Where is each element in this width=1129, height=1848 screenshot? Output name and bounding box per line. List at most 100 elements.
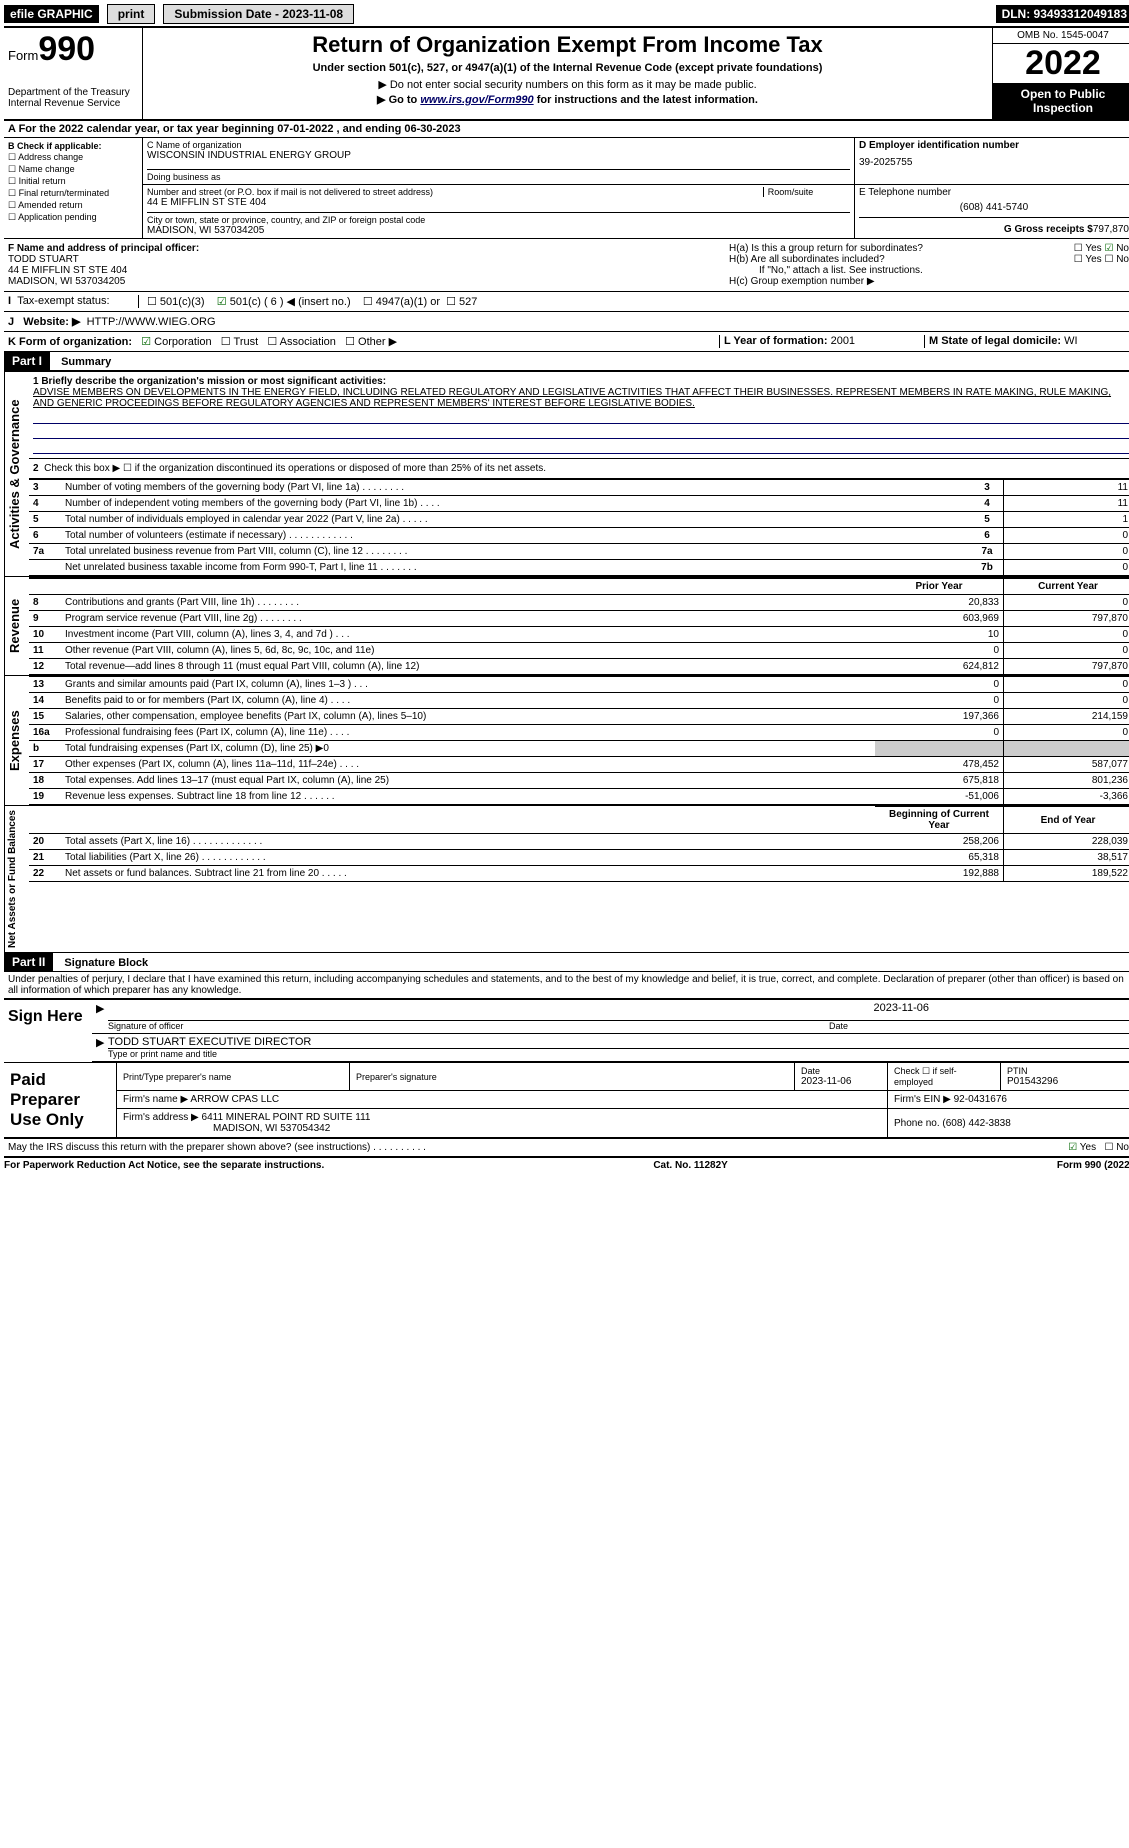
submission-date-button[interactable]: Submission Date - 2023-11-08: [163, 4, 354, 24]
row-desc: Number of voting members of the governin…: [61, 480, 971, 496]
f-addr1: 44 E MIFFLIN ST STE 404: [8, 265, 721, 276]
row-desc: Program service revenue (Part VIII, line…: [61, 611, 875, 627]
footer: For Paperwork Reduction Act Notice, see …: [4, 1160, 1129, 1171]
paid-title: Paid Preparer Use Only: [4, 1063, 117, 1138]
chk-application-pending[interactable]: Application pending: [8, 212, 138, 223]
row-desc: Salaries, other compensation, employee b…: [61, 709, 875, 725]
row-curr: 0: [1004, 627, 1129, 643]
chk-name-change[interactable]: Name change: [8, 164, 138, 175]
paid-addr: 6411 MINERAL POINT RD SUITE 111: [202, 1112, 371, 1123]
side-label-gov: Activities & Governance: [4, 372, 29, 576]
ha-yes-chk[interactable]: [1074, 243, 1086, 254]
c-street-block: Number and street (or P.O. box if mail i…: [143, 185, 854, 238]
row-prior: 624,812: [875, 659, 1004, 675]
form-title: Return of Organization Exempt From Incom…: [147, 32, 988, 58]
ha-no-chk[interactable]: [1104, 243, 1116, 254]
m-lbl: M State of legal domicile:: [929, 335, 1061, 347]
c-street-lbl: Number and street (or P.O. box if mail i…: [147, 187, 760, 197]
irs-link[interactable]: www.irs.gov/Form990: [420, 94, 533, 106]
discuss-no: No: [1116, 1142, 1129, 1153]
form-header-left: Form990 Department of the Treasury Inter…: [4, 28, 143, 119]
col-f: F Name and address of principal officer:…: [4, 239, 725, 291]
row-curr: -3,366: [1004, 789, 1129, 805]
chk-final-return[interactable]: Final return/terminated: [8, 188, 138, 199]
row-desc: Total expenses. Add lines 13–17 (must eq…: [61, 773, 875, 789]
row-prior: 197,366: [875, 709, 1004, 725]
row-desc: Grants and similar amounts paid (Part IX…: [61, 677, 875, 693]
hb-yes-chk[interactable]: [1074, 254, 1086, 265]
form-header: Form990 Department of the Treasury Inter…: [4, 26, 1129, 121]
footer-mid: Cat. No. 11282Y: [653, 1160, 727, 1171]
row-box: 5: [971, 512, 1004, 528]
row-desc: Number of independent voting members of …: [61, 496, 971, 512]
row-desc: Net unrelated business taxable income fr…: [61, 560, 971, 576]
c-city-val: MADISON, WI 537034205: [147, 225, 850, 236]
k-opt2: Association: [280, 336, 336, 348]
ha-yes: Yes: [1085, 243, 1101, 254]
part-ii-subtitle: Signature Block: [64, 957, 148, 969]
row-val: 0: [1004, 528, 1129, 544]
row-num: 4: [29, 496, 61, 512]
e-lbl: E Telephone number: [859, 187, 1129, 198]
row-val: 0: [1004, 544, 1129, 560]
k-other-chk[interactable]: [345, 336, 358, 348]
i-501c-chk[interactable]: [217, 296, 230, 308]
note2-post: for instructions and the latest informat…: [534, 94, 758, 106]
k-assoc-chk[interactable]: [267, 336, 279, 348]
irs-label: Internal Revenue Service: [8, 98, 138, 109]
part-ii-label: Part II: [4, 953, 53, 971]
paid-ptin: P01543296: [1007, 1076, 1127, 1087]
k-trust-chk[interactable]: [221, 336, 234, 348]
rev-table: Prior Year Current Year 8 Contributions …: [29, 577, 1129, 675]
row-desc: Contributions and grants (Part VIII, lin…: [61, 595, 875, 611]
row-num: 22: [29, 866, 61, 882]
hb-yes: Yes: [1085, 254, 1101, 265]
form-note-1: ▶ Do not enter social security numbers o…: [147, 78, 988, 91]
side-label-exp: Expenses: [4, 676, 29, 805]
row-desc: Investment income (Part VIII, column (A)…: [61, 627, 875, 643]
i-opt3: 527: [459, 296, 477, 308]
d-lbl: D Employer identification number: [859, 140, 1019, 151]
k-opt0: Corporation: [154, 336, 211, 348]
tax-year-line: A For the 2022 calendar year, or tax yea…: [4, 121, 1129, 138]
chk-initial-return[interactable]: Initial return: [8, 176, 138, 187]
tax-year: 2022: [993, 44, 1129, 83]
h-b-text: H(b) Are all subordinates included?: [729, 254, 885, 265]
row-desc: Benefits paid to or for members (Part IX…: [61, 693, 875, 709]
mission-text: ADVISE MEMBERS ON DEVELOPMENTS IN THE EN…: [33, 387, 1129, 409]
paid-date: 2023-11-06: [801, 1076, 881, 1087]
row-desc: Total fundraising expenses (Part IX, col…: [61, 741, 875, 757]
b-label: B Check if applicable:: [8, 141, 102, 151]
row-box: 4: [971, 496, 1004, 512]
chk-amended-return[interactable]: Amended return: [8, 200, 138, 211]
i-527-chk[interactable]: [446, 296, 459, 308]
i-501c3-chk[interactable]: [147, 296, 160, 308]
discuss-no-chk[interactable]: [1104, 1142, 1116, 1153]
row-curr: 0: [1004, 693, 1129, 709]
paid-h-sig: Preparer's signature: [356, 1072, 788, 1082]
k-opt3: Other ▶: [358, 336, 397, 348]
row-desc: Revenue less expenses. Subtract line 18 …: [61, 789, 875, 805]
side-label-rev: Revenue: [4, 577, 29, 675]
hb-no-chk[interactable]: [1104, 254, 1116, 265]
row-desc: Other expenses (Part IX, column (A), lin…: [61, 757, 875, 773]
paid-ein-lbl: Firm's EIN ▶: [894, 1094, 951, 1105]
discuss-yes-chk[interactable]: [1068, 1142, 1080, 1153]
chk-address-change[interactable]: Address change: [8, 152, 138, 163]
row-box: 7a: [971, 544, 1004, 560]
row-num: 7a: [29, 544, 61, 560]
row-prior: 478,452: [875, 757, 1004, 773]
form-number: Form990: [8, 30, 138, 69]
h-a-row: H(a) Is this a group return for subordin…: [729, 243, 1129, 254]
f-addr2: MADISON, WI 537034205: [8, 276, 721, 287]
discuss-yes: Yes: [1080, 1142, 1096, 1153]
k-corp-chk[interactable]: [141, 336, 154, 348]
part-ii-header-row: Part II Signature Block: [4, 953, 1129, 972]
print-button[interactable]: print: [107, 4, 156, 24]
net-section: Net Assets or Fund Balances Beginning of…: [4, 806, 1129, 953]
omb-number: OMB No. 1545-0047: [993, 28, 1129, 44]
i-4947-chk[interactable]: [363, 296, 376, 308]
footer-right: Form 990 (2022): [1057, 1160, 1129, 1171]
part-i-header-row: Part I Summary: [4, 352, 1129, 372]
row-k: K Form of organization: Corporation Trus…: [4, 332, 1129, 352]
